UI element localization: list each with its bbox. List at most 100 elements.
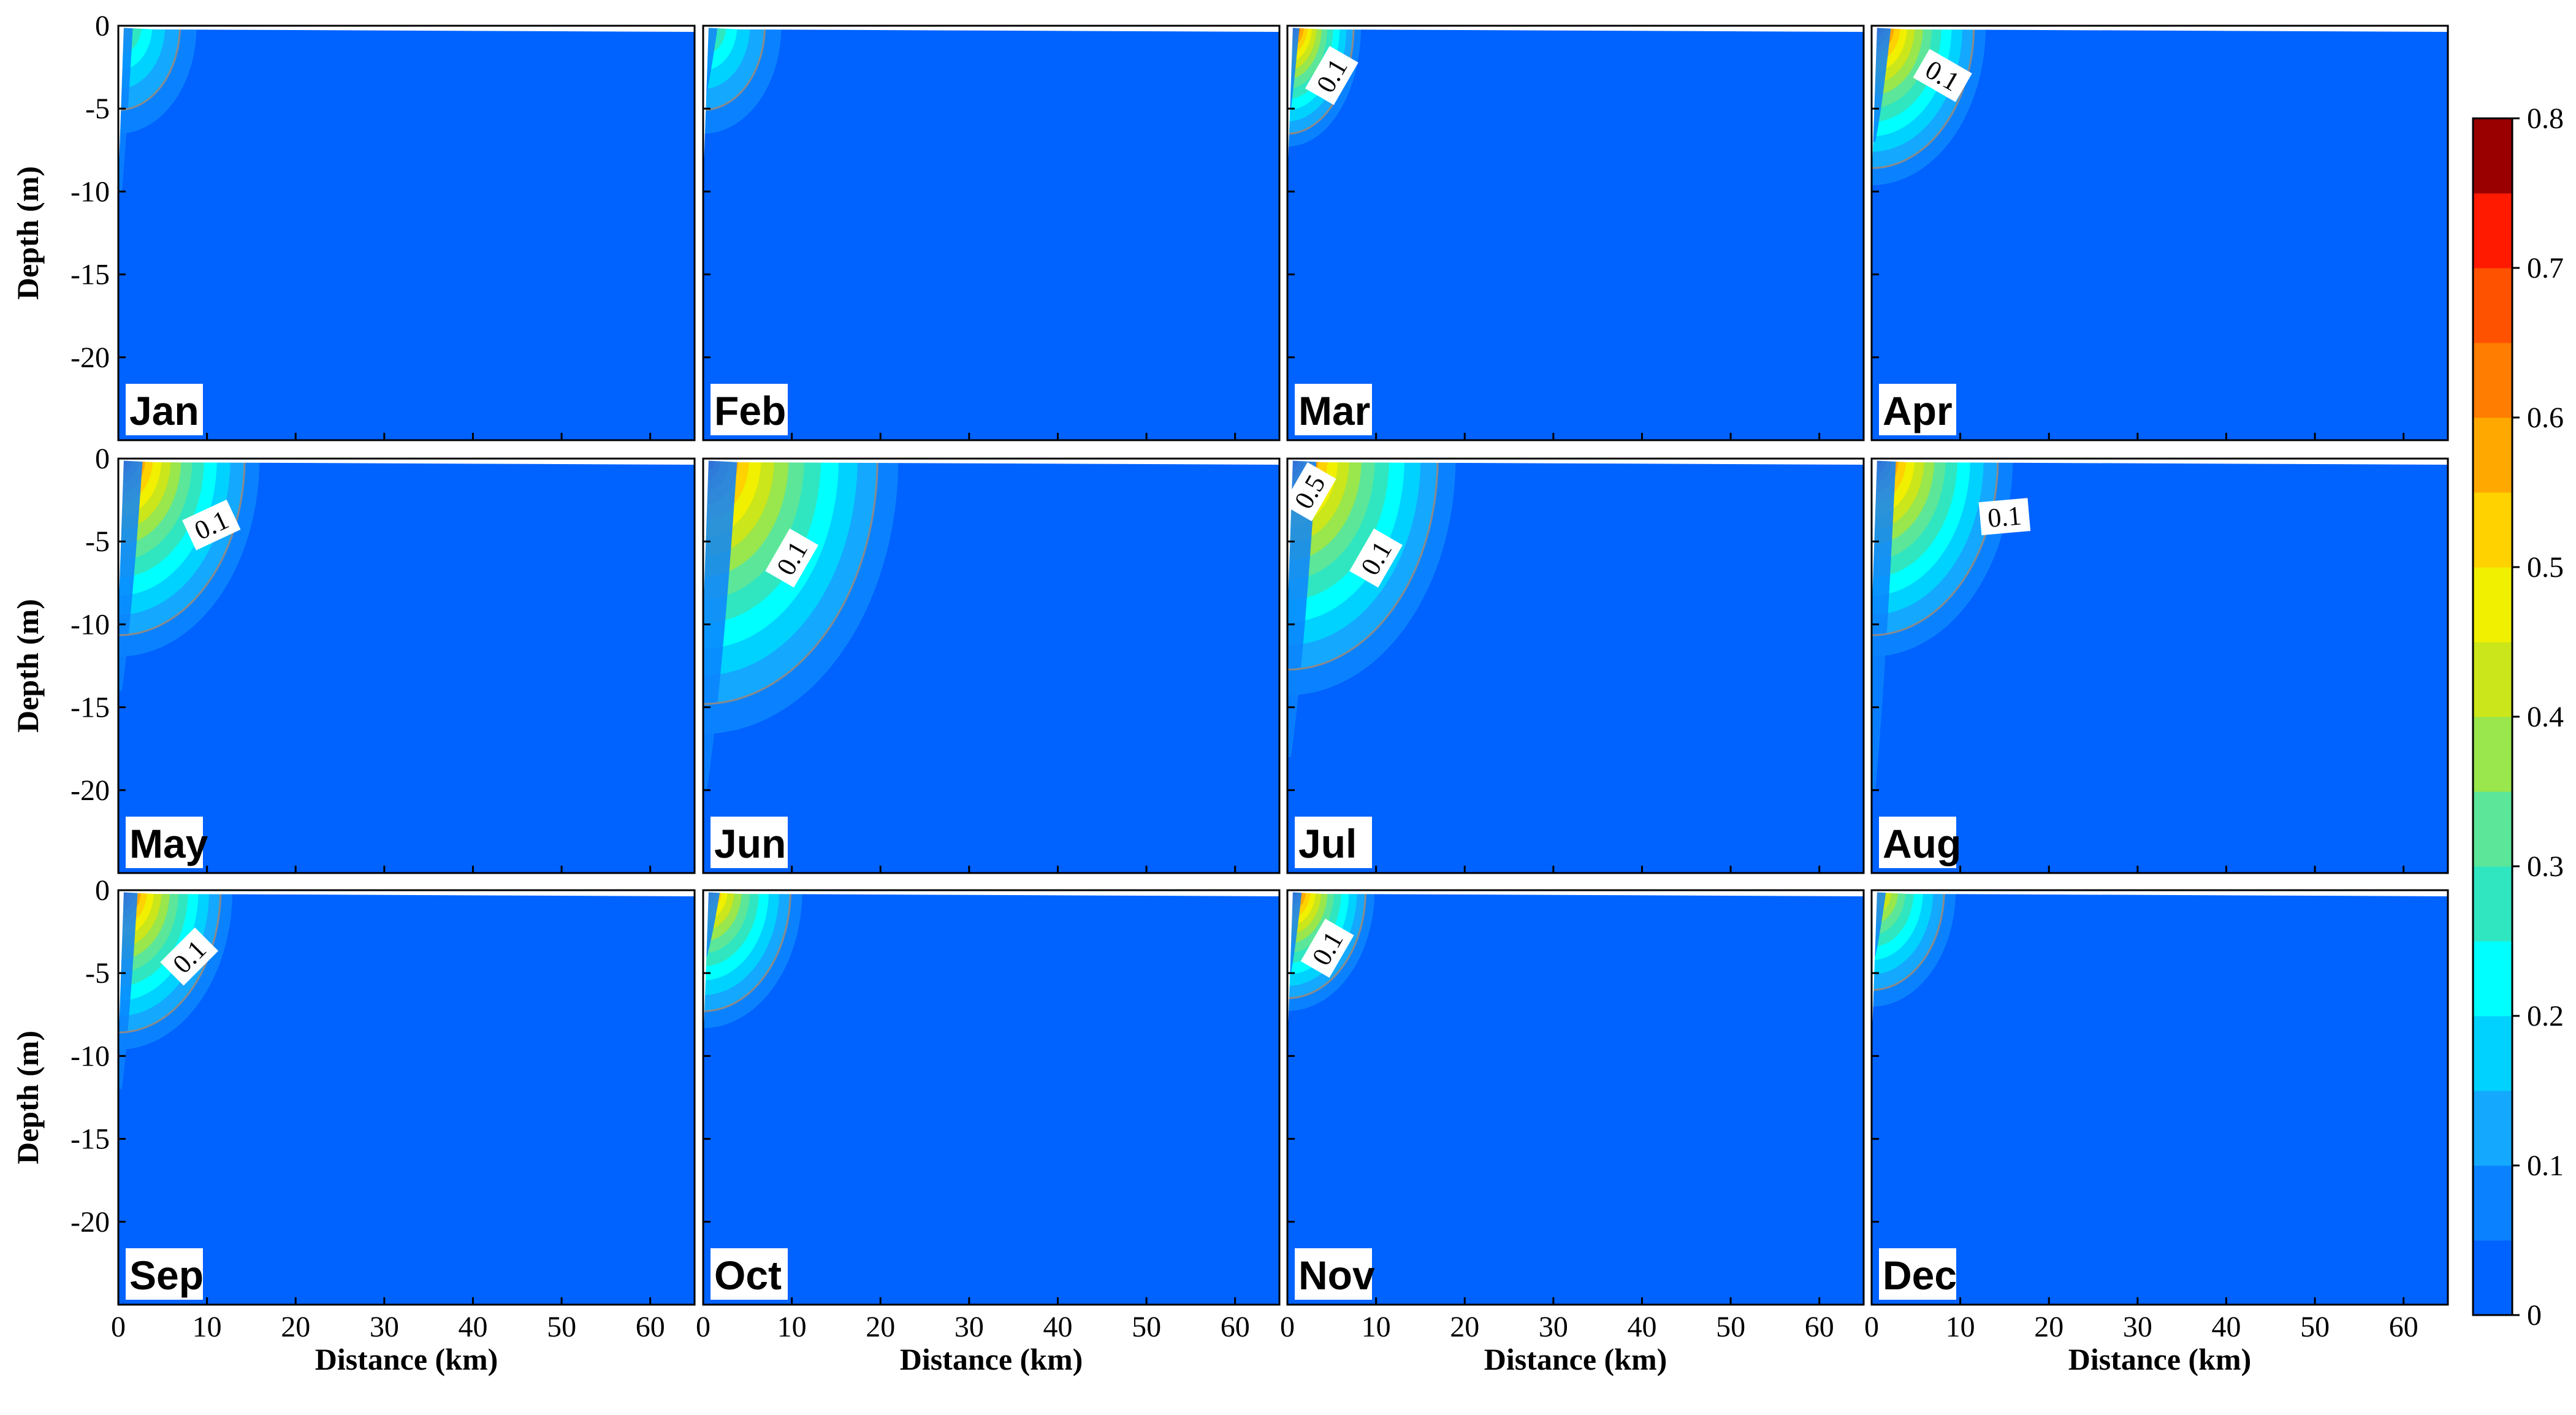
x-tick-label: 50 bbox=[1132, 1311, 1161, 1343]
y-tick-label: -15 bbox=[70, 259, 110, 291]
contour-field: 0.50.1 bbox=[1287, 459, 1864, 873]
water-surface bbox=[118, 890, 695, 896]
month-label-box bbox=[711, 1248, 788, 1300]
x-tick-label: 30 bbox=[1539, 1311, 1568, 1343]
panel-frame bbox=[1870, 457, 2449, 874]
contour-tail bbox=[1287, 459, 1317, 757]
x-tick-label: 30 bbox=[2123, 1311, 2152, 1343]
contour-label: 0.1 bbox=[1978, 498, 2031, 535]
month-label-box bbox=[1295, 1248, 1372, 1300]
colorbar-tick-label: 0.7 bbox=[2527, 252, 2564, 284]
panel-frame bbox=[1286, 457, 1865, 874]
y-tick-label: -20 bbox=[70, 774, 110, 807]
month-label-box bbox=[1879, 1248, 1956, 1300]
colorbar-segment bbox=[2473, 492, 2512, 568]
x-tick-label: 30 bbox=[955, 1311, 984, 1343]
month-label: Aug bbox=[1883, 821, 1961, 866]
x-tick-label: 10 bbox=[1362, 1311, 1391, 1343]
colorbar-segment bbox=[2473, 642, 2512, 717]
x-tick-label: 50 bbox=[547, 1311, 576, 1343]
panel-aug: 0.1 Aug bbox=[1870, 457, 2449, 874]
panel-frame bbox=[1286, 889, 1865, 1306]
contour-field bbox=[703, 26, 1279, 440]
x-axis-title: Distance (km) bbox=[900, 1342, 1083, 1376]
contour-tail bbox=[118, 459, 143, 691]
background-field bbox=[1872, 890, 2448, 1305]
colorbar-tick-label: 0.3 bbox=[2527, 850, 2564, 883]
contour-field: 0.1 bbox=[1287, 890, 1864, 1305]
month-label: May bbox=[129, 821, 208, 866]
shore-wedge bbox=[1872, 26, 1877, 185]
colorbar-tick-label: 0 bbox=[2527, 1299, 2542, 1332]
x-tick-label: 0 bbox=[1280, 1311, 1295, 1343]
contour-field bbox=[1872, 890, 2448, 1305]
colorbar-segment bbox=[2473, 567, 2512, 643]
panel-frame bbox=[117, 457, 696, 874]
x-tick-label: 0 bbox=[111, 1311, 126, 1343]
y-tick-label: -15 bbox=[70, 692, 110, 724]
colorbar-segment bbox=[2473, 193, 2512, 269]
colorbar-segment bbox=[2473, 118, 2512, 194]
x-axis-title: Distance (km) bbox=[1484, 1342, 1667, 1376]
month-label-box bbox=[1879, 384, 1956, 435]
month-label-box bbox=[1879, 817, 1956, 868]
month-label-box bbox=[126, 1248, 203, 1300]
background-field bbox=[118, 26, 695, 440]
colorbar-segment bbox=[2473, 418, 2512, 493]
x-tick-label: 40 bbox=[1043, 1311, 1072, 1343]
contour-field: 0.1 bbox=[118, 890, 695, 1305]
colorbar-tick-label: 0.6 bbox=[2527, 402, 2564, 434]
x-tick-label: 50 bbox=[1716, 1311, 1745, 1343]
month-label: Sep bbox=[129, 1253, 204, 1298]
contour-field bbox=[118, 26, 695, 440]
contour-field: 0.1 bbox=[703, 459, 1279, 873]
colorbar-segment bbox=[2473, 1091, 2512, 1166]
contour-label: 0.1 bbox=[182, 499, 241, 551]
y-tick-label: -5 bbox=[85, 93, 110, 125]
x-tick-label: 20 bbox=[1450, 1311, 1479, 1343]
colorbar-tick-label: 0.5 bbox=[2527, 551, 2564, 584]
contour-tail bbox=[703, 459, 737, 790]
x-tick-label: 50 bbox=[2300, 1311, 2330, 1343]
month-label-box bbox=[126, 384, 203, 435]
shore-wedge bbox=[118, 459, 124, 618]
month-label-box bbox=[126, 817, 203, 868]
background-field bbox=[1287, 890, 1864, 1305]
x-axis-title: Distance (km) bbox=[2068, 1342, 2252, 1376]
month-label: Apr bbox=[1883, 388, 1953, 433]
month-label-box bbox=[711, 817, 788, 868]
contour-field: 0.1 bbox=[1872, 459, 2448, 873]
shore-wedge bbox=[703, 890, 709, 1050]
contour-label-text: 0.1 bbox=[1986, 500, 2022, 533]
water-surface bbox=[118, 459, 695, 465]
shore-wedge bbox=[703, 26, 709, 185]
panel-frame bbox=[1870, 889, 2449, 1306]
y-tick-label: -10 bbox=[70, 175, 110, 208]
y-axis-title: Depth (m) bbox=[10, 1031, 45, 1164]
month-label: Feb bbox=[714, 388, 786, 433]
colorbar-segment bbox=[2473, 1165, 2512, 1241]
month-label: Oct bbox=[714, 1253, 782, 1298]
x-tick-label: 10 bbox=[1946, 1311, 1975, 1343]
x-tick-label: 20 bbox=[281, 1311, 310, 1343]
colorbar-segment bbox=[2473, 717, 2512, 792]
colorbar-segment bbox=[2473, 866, 2512, 942]
contour-field: 0.1 bbox=[118, 459, 695, 873]
colorbar-segment bbox=[2473, 1240, 2512, 1316]
y-tick-label: 0 bbox=[95, 874, 110, 907]
x-tick-label: 60 bbox=[1805, 1311, 1834, 1343]
colorbar-tick-label: 0.8 bbox=[2527, 102, 2564, 135]
y-tick-label: 0 bbox=[95, 10, 110, 42]
x-tick-label: 10 bbox=[192, 1311, 222, 1343]
x-tick-label: 30 bbox=[370, 1311, 399, 1343]
y-tick-label: -20 bbox=[70, 1206, 110, 1238]
colorbar-segment bbox=[2473, 343, 2512, 418]
panel-feb: Feb bbox=[702, 25, 1281, 441]
month-label: Dec bbox=[1883, 1253, 1957, 1298]
